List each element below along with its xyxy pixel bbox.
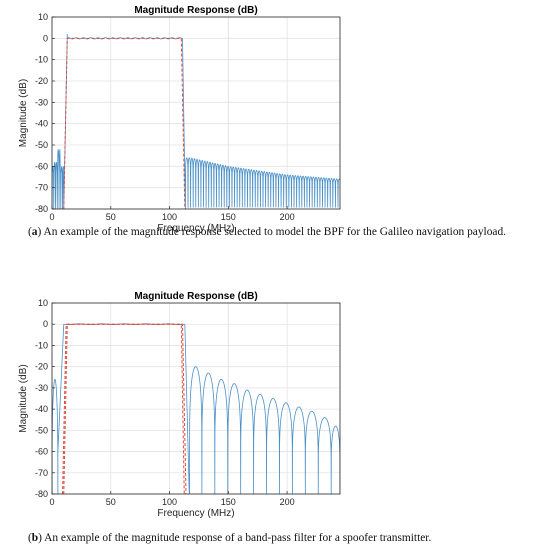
x-tick-label: 200 (280, 212, 295, 222)
x-tick-label: 50 (106, 497, 116, 507)
caption-b: (b) An example of the magnitude response… (28, 532, 432, 544)
y-tick-label: -10 (35, 55, 48, 65)
y-tick-label: 0 (43, 33, 48, 43)
y-tick-label: -70 (35, 183, 48, 193)
x-tick-label: 50 (106, 212, 116, 222)
y-tick-label: -40 (35, 404, 48, 414)
mask-line (63, 37, 186, 209)
y-axis-label: Magnitude (dB) (18, 79, 29, 147)
caption-a: (a) An example of the magnitude response… (28, 226, 506, 238)
x-tick-label: 200 (280, 497, 295, 507)
x-tick-label: 100 (162, 497, 177, 507)
chart-b: 0 50 100 150 200100-10-20-30-40-50-60-70-80M… (18, 291, 341, 519)
x-tick-label: 0 (49, 212, 54, 222)
y-tick-label: -20 (35, 362, 48, 372)
x-tick-label: 150 (221, 497, 236, 507)
y-tick-label: -30 (35, 383, 48, 393)
caption-b-label: b (31, 532, 39, 544)
y-tick-label: 10 (38, 298, 48, 308)
y-tick-label: -70 (35, 468, 48, 478)
y-tick-label: -50 (35, 425, 48, 435)
x-tick-label: 150 (221, 212, 236, 222)
plot-area (52, 303, 340, 494)
y-tick-label: -80 (35, 489, 48, 499)
chart-title: Magnitude Response (dB) (134, 291, 257, 302)
y-tick-label: -20 (35, 76, 48, 86)
caption-a-text: An example of the magnitude response sel… (43, 226, 506, 238)
caption-a-label: a (31, 226, 38, 238)
chart-a: 0 50 100 150 200100-10-20-30-40-50-60-70-80M… (18, 5, 341, 234)
chart-title: Magnitude Response (dB) (134, 5, 257, 16)
axes-box (51, 302, 341, 495)
y-tick-label: -60 (35, 161, 48, 171)
y-tick-label: -10 (35, 340, 48, 350)
axes-box (51, 16, 341, 210)
x-tick-label: 100 (162, 212, 177, 222)
y-axis-label: Magnitude (dB) (18, 364, 29, 432)
x-tick-label: 0 (49, 497, 54, 507)
y-tick-label: 0 (43, 319, 48, 329)
y-tick-label: -40 (35, 119, 48, 129)
x-axis-label: Frequency (MHz) (157, 223, 234, 234)
y-tick-label: -30 (35, 97, 48, 107)
y-tick-label: -60 (35, 447, 48, 457)
caption-b-text: An example of the magnitude response of … (44, 532, 432, 544)
mask-line (62, 323, 187, 494)
y-tick-label: -80 (35, 204, 48, 214)
x-axis-label: Frequency (MHz) (157, 508, 234, 519)
mask-line-inner (63, 323, 185, 494)
y-tick-label: -50 (35, 140, 48, 150)
y-tick-label: 10 (38, 12, 48, 22)
